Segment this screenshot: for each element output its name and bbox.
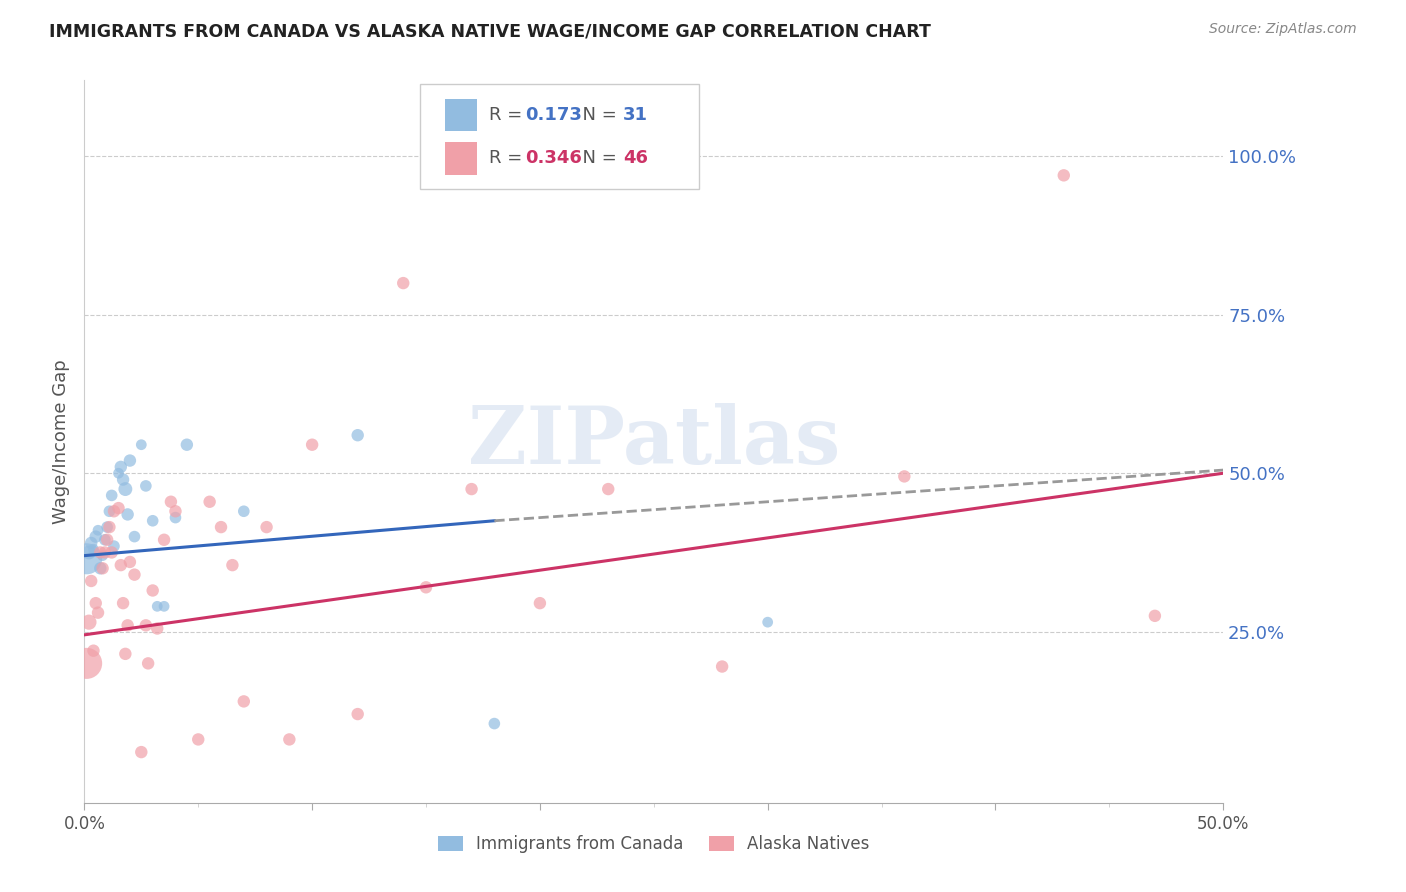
Point (392, 276, 415, 290)
Point (77, 615, 100, 630)
Point (232, 504, 254, 518)
Text: IMMIGRANTS FROM CANADA VS ALASKA NATIVE WAGE/INCOME GAP CORRELATION CHART: IMMIGRANTS FROM CANADA VS ALASKA NATIVE … (49, 22, 931, 40)
Point (460, 482, 482, 496)
Point (124, 567, 146, 582)
Point (77, 545, 100, 559)
Point (415, 580, 437, 594)
Point (176, 438, 198, 452)
Point (107, 501, 129, 516)
Point (98, 520, 121, 534)
Point (117, 618, 139, 632)
Text: N =: N = (571, 105, 621, 124)
Point (346, 428, 368, 442)
Point (94, 545, 117, 559)
Point (80, 574, 103, 588)
Text: 31: 31 (623, 105, 648, 124)
Point (103, 504, 125, 518)
Point (87, 523, 110, 537)
Point (153, 533, 176, 547)
Point (89, 545, 111, 559)
FancyBboxPatch shape (420, 84, 699, 189)
Point (82, 643, 104, 657)
Point (107, 467, 129, 481)
Point (84, 596, 107, 610)
Point (131, 745, 153, 759)
Text: R =: R = (489, 105, 527, 124)
Point (153, 599, 176, 614)
Point (598, 482, 620, 496)
Point (87, 606, 110, 620)
Point (146, 622, 169, 636)
Point (346, 707, 368, 722)
FancyBboxPatch shape (446, 99, 477, 131)
Point (893, 469, 915, 483)
Text: 0.346: 0.346 (524, 149, 582, 167)
Point (117, 508, 139, 522)
Point (187, 732, 209, 747)
Text: Source: ZipAtlas.com: Source: ZipAtlas.com (1209, 22, 1357, 37)
Point (96, 533, 118, 547)
Text: N =: N = (571, 149, 621, 167)
Point (160, 494, 183, 508)
Point (76, 551, 98, 566)
FancyBboxPatch shape (446, 142, 477, 175)
Point (146, 599, 169, 614)
Point (209, 520, 232, 534)
Point (91, 549, 114, 563)
Point (114, 482, 136, 496)
Text: 46: 46 (623, 149, 648, 167)
Point (118, 453, 141, 467)
Point (100, 545, 122, 559)
Point (756, 615, 779, 630)
Text: R =: R = (489, 149, 527, 167)
Y-axis label: Wage/Income Gap: Wage/Income Gap (52, 359, 70, 524)
Point (110, 459, 132, 474)
Point (80, 536, 103, 550)
Point (82, 542, 104, 557)
Point (118, 555, 141, 569)
Point (103, 539, 125, 553)
Point (135, 618, 157, 632)
Point (131, 438, 153, 452)
Point (256, 520, 278, 534)
Point (135, 479, 157, 493)
Point (529, 596, 551, 610)
Text: 0.173: 0.173 (524, 105, 582, 124)
Point (165, 504, 187, 518)
Point (221, 558, 243, 573)
Point (112, 596, 135, 610)
Point (94, 533, 117, 547)
Point (110, 558, 132, 573)
Point (96, 520, 118, 534)
Point (84, 530, 107, 544)
Point (112, 473, 135, 487)
Point (278, 732, 301, 747)
Point (1053, 169, 1076, 183)
Point (301, 438, 323, 452)
Point (124, 530, 146, 544)
Point (114, 647, 136, 661)
Point (198, 494, 221, 508)
Point (100, 488, 122, 502)
Point (142, 583, 165, 598)
Point (91, 561, 114, 575)
Point (711, 659, 734, 673)
Point (76, 657, 98, 671)
Point (165, 510, 187, 524)
Point (232, 694, 254, 708)
Point (484, 716, 506, 731)
Point (142, 514, 165, 528)
Point (98, 504, 121, 518)
Text: ZIPatlas: ZIPatlas (468, 402, 839, 481)
Point (1143, 608, 1166, 623)
Point (136, 657, 159, 671)
Point (89, 561, 111, 575)
Legend: Immigrants from Canada, Alaska Natives: Immigrants from Canada, Alaska Natives (432, 828, 876, 860)
